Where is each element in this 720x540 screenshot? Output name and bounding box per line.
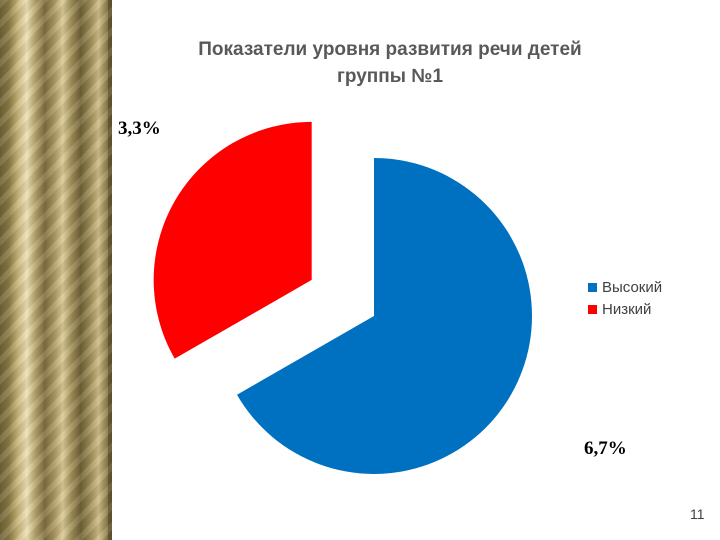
pie-slice-high	[237, 158, 533, 474]
chart-title-line-1: Показатели уровня развития речи детей	[198, 39, 582, 60]
legend-swatch-low	[588, 304, 597, 314]
legend-label-high: Высокий	[602, 278, 663, 296]
pie-slice-low	[153, 121, 312, 359]
legend: Высокий Низкий	[588, 276, 662, 320]
legend-item-high: Высокий	[588, 276, 662, 298]
chart-title: Показатели уровня развития речи детей гр…	[140, 36, 640, 90]
chart-title-line-2: группы №1	[336, 66, 444, 87]
data-label-low: 3,3%	[118, 118, 161, 139]
data-label-high: 6,7%	[584, 438, 627, 459]
legend-swatch-high	[588, 282, 597, 292]
legend-label-low: Низкий	[602, 300, 652, 318]
legend-item-low: Низкий	[588, 298, 662, 320]
page-number: 11	[690, 506, 705, 522]
decorative-side-band	[0, 0, 112, 540]
